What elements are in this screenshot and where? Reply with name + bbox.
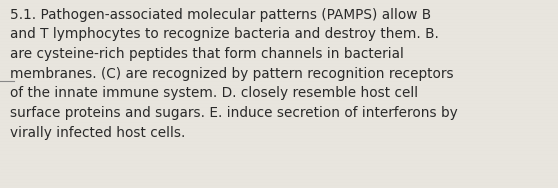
Text: 5.1. Pathogen-associated molecular patterns (PAMPS) allow B
and T lymphocytes to: 5.1. Pathogen-associated molecular patte… (10, 8, 458, 140)
